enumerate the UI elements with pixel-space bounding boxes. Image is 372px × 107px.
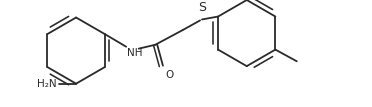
Text: NH: NH: [127, 48, 142, 58]
Text: S: S: [198, 1, 206, 14]
Text: O: O: [165, 70, 173, 80]
Text: H₂N: H₂N: [37, 79, 57, 89]
